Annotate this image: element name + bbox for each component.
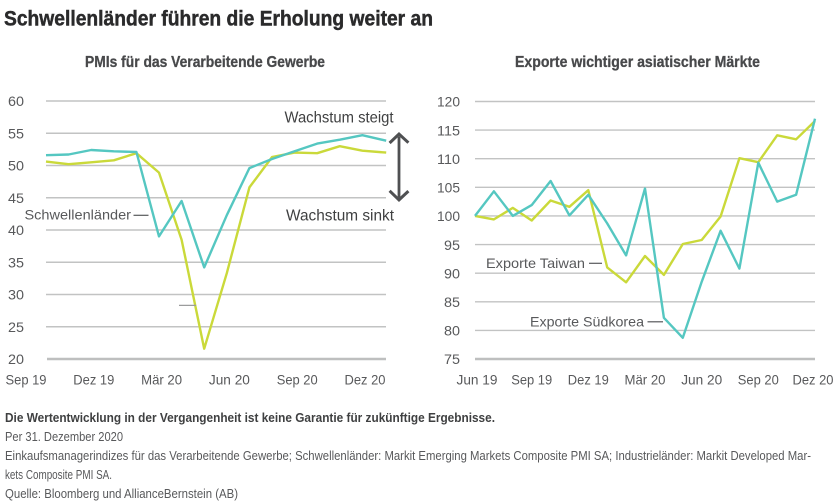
svg-text:Sep 20: Sep 20	[738, 373, 779, 388]
svg-text:115: 115	[437, 122, 460, 138]
svg-text:Sep 19: Sep 19	[6, 373, 47, 388]
svg-text:Exporte wichtiger asiatischer: Exporte wichtiger asiatischer Märkte	[515, 54, 760, 71]
svg-text:Quelle: Bloomberg und Alliance: Quelle: Bloomberg und AllianceBernstein …	[5, 486, 238, 501]
svg-text:100: 100	[437, 208, 460, 224]
svg-text:Mär 20: Mär 20	[141, 373, 182, 388]
svg-text:Dez 19: Dez 19	[73, 373, 114, 388]
svg-text:Jun 19: Jun 19	[457, 373, 498, 388]
svg-text:PMIs für das Verarbeitende Gew: PMIs für das Verarbeitende Gewerbe	[85, 54, 325, 71]
svg-text:Jun 20: Jun 20	[209, 373, 250, 388]
svg-text:105: 105	[437, 180, 460, 196]
svg-text:Wachstum steigt: Wachstum steigt	[285, 110, 395, 127]
svg-text:35: 35	[8, 254, 24, 270]
svg-text:Sep 20: Sep 20	[277, 373, 318, 388]
svg-text:120: 120	[437, 94, 460, 110]
svg-text:110: 110	[437, 151, 460, 167]
svg-text:kets Composite PMI SA.: kets Composite PMI SA.	[5, 467, 112, 482]
svg-text:25: 25	[8, 319, 24, 335]
svg-text:Exporte Südkorea: Exporte Südkorea	[530, 313, 644, 329]
svg-text:Dez 20: Dez 20	[345, 373, 386, 388]
svg-text:50: 50	[8, 158, 24, 174]
svg-text:Dez 19: Dez 19	[568, 373, 609, 388]
svg-text:85: 85	[444, 294, 460, 310]
svg-text:Mär 20: Mär 20	[625, 373, 666, 388]
svg-text:Exporte Taiwan: Exporte Taiwan	[486, 255, 585, 271]
svg-text:20: 20	[8, 351, 24, 367]
svg-text:Einkaufsmanagerindizes für das: Einkaufsmanagerindizes für das Verarbeit…	[5, 448, 811, 463]
svg-text:40: 40	[8, 222, 24, 238]
svg-text:60: 60	[8, 93, 24, 109]
svg-text:90: 90	[444, 265, 460, 281]
svg-text:Schwellenländer führen die Erh: Schwellenländer führen die Erholung weit…	[4, 7, 433, 30]
svg-text:Schwellenländer: Schwellenländer	[25, 207, 132, 223]
svg-text:Die Wertentwicklung in der Ver: Die Wertentwicklung in der Vergangenheit…	[5, 410, 495, 425]
svg-text:45: 45	[8, 190, 24, 206]
svg-text:Per 31. Dezember 2020: Per 31. Dezember 2020	[5, 429, 123, 444]
svg-text:55: 55	[8, 125, 24, 141]
svg-text:Wachstum sinkt: Wachstum sinkt	[286, 208, 395, 225]
svg-text:95: 95	[444, 237, 460, 253]
svg-text:Jun 20: Jun 20	[681, 373, 722, 388]
svg-text:80: 80	[444, 323, 460, 339]
svg-text:30: 30	[8, 287, 24, 303]
svg-text:Dez 20: Dez 20	[793, 373, 834, 388]
svg-text:Sep 19: Sep 19	[511, 373, 552, 388]
svg-text:75: 75	[444, 351, 460, 367]
